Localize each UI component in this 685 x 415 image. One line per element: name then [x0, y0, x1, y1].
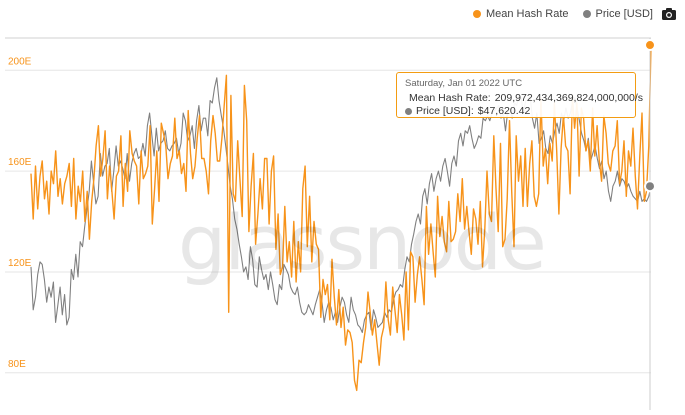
tooltip-date: Saturday, Jan 01 2022 UTC: [405, 78, 523, 89]
tooltip-price-label: Price [USD]:: [416, 105, 474, 117]
tooltip-hash-label: Mean Hash Rate:: [409, 92, 491, 104]
price-marker: [644, 180, 656, 193]
y-tick-label: 160E: [8, 157, 32, 168]
hash-rate-dot-icon: [472, 10, 481, 18]
legend-label-hash-rate: Mean Hash Rate: [485, 8, 569, 20]
tooltip-row-hash: Mean Hash Rate: 209,972,434,369,824,000,…: [405, 92, 643, 105]
hover-tooltip: Saturday, Jan 01 2022 UTC Mean Hash Rate…: [396, 72, 643, 118]
price-line: [30, 77, 652, 334]
price-dot-icon: [582, 10, 591, 18]
hash-rate-line: [30, 44, 652, 392]
hover-markers: [644, 38, 656, 410]
legend-item-hash-rate[interactable]: Mean Hash Rate: [472, 8, 569, 20]
y-tick-label: 200E: [8, 56, 32, 67]
series-layer: [30, 44, 652, 392]
y-tick-label: 120E: [8, 258, 32, 269]
grid-lines: [5, 37, 651, 374]
tooltip-price-dot-icon: [405, 108, 412, 115]
legend: Mean Hash Rate Price [USD]: [472, 8, 653, 20]
legend-label-price: Price [USD]: [595, 8, 653, 20]
watermark: glassnode: [178, 198, 547, 287]
tooltip-price-value: $47,620.42: [477, 105, 531, 117]
camera-icon[interactable]: [661, 7, 677, 21]
camera-glyph: [662, 8, 676, 20]
tooltip-hash-value: 209,972,434,369,824,000,000/s: [494, 92, 644, 104]
legend-item-price[interactable]: Price [USD]: [582, 8, 653, 20]
y-tick-label: 80E: [8, 359, 26, 370]
y-axis-ticks: 80E 120E 160E 200E: [8, 56, 32, 370]
tooltip-row-price: Price [USD]: $47,620.42: [405, 105, 627, 118]
hash-rate-marker: [644, 39, 656, 52]
